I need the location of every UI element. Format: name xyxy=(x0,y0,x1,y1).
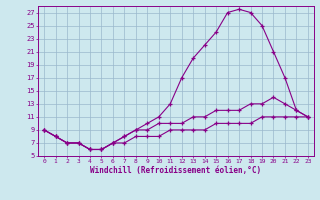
X-axis label: Windchill (Refroidissement éolien,°C): Windchill (Refroidissement éolien,°C) xyxy=(91,166,261,175)
